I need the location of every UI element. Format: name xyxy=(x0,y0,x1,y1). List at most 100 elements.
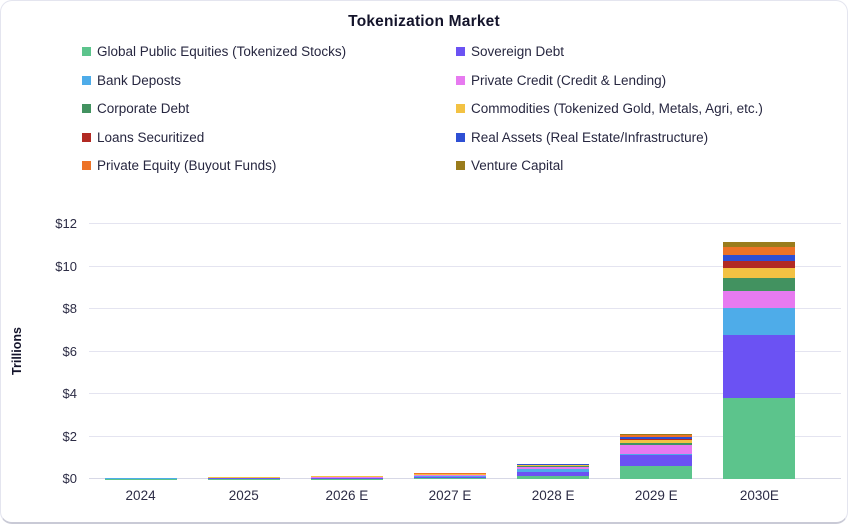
bar-segment xyxy=(310,476,383,477)
stacked-bar-2028e xyxy=(517,463,590,479)
y-tick-label: $12 xyxy=(55,216,77,231)
bar-segment xyxy=(620,439,693,443)
bar-segment xyxy=(517,466,590,467)
bar-segment xyxy=(620,453,693,455)
bar-slot xyxy=(708,224,811,479)
bar-segment xyxy=(620,445,693,454)
bar-segment xyxy=(517,465,590,467)
bar-segment xyxy=(620,442,693,446)
bar-segment xyxy=(620,436,693,439)
y-tick-label: $0 xyxy=(62,471,77,486)
legend-label: Loans Securitized xyxy=(97,129,205,145)
legend-item: Bank Deposts xyxy=(82,72,456,89)
x-tick-label: 2027 E xyxy=(428,488,472,503)
stacked-bar-2025 xyxy=(207,477,280,479)
x-tick-label: 2026 E xyxy=(325,488,369,503)
gridline xyxy=(89,393,841,394)
bar-segment xyxy=(517,469,590,472)
legend-swatch-icon xyxy=(82,132,91,142)
legend-swatch-icon xyxy=(456,132,465,142)
gridline xyxy=(89,308,841,309)
bar-slot xyxy=(192,224,295,479)
legend-item: Sovereign Debt xyxy=(456,43,763,60)
legend-swatch-icon xyxy=(82,47,91,56)
bar-segment xyxy=(723,398,796,479)
bar-segment xyxy=(620,466,693,479)
bar-segment xyxy=(723,247,796,255)
legend-swatch-icon xyxy=(456,47,465,56)
bar-segment xyxy=(620,434,693,436)
x-tick-label: 2029 E xyxy=(634,488,678,503)
legend-label: Corporate Debt xyxy=(97,101,190,116)
bar-segment xyxy=(723,290,796,308)
bar-slot xyxy=(398,224,501,479)
bar-slot xyxy=(605,224,708,479)
bar-segment xyxy=(413,475,486,477)
bar-segment xyxy=(723,254,796,262)
x-tick-label: 2024 xyxy=(125,488,156,503)
x-tick-label: 2025 xyxy=(228,488,259,503)
bar-segment xyxy=(723,307,796,335)
legend-label: Venture Capital xyxy=(471,158,564,173)
y-tick-label: $6 xyxy=(62,343,77,359)
gridline xyxy=(89,265,841,267)
y-tick-label: $2 xyxy=(62,428,77,444)
legend-label: Commodities (Tokenized Gold, Metals, Agr… xyxy=(471,101,763,116)
x-axis-tick-labels: 2024 2025 2026 E 2027 E 2028 E 2029 E 2030E xyxy=(89,488,811,503)
bar-segment xyxy=(207,477,280,478)
legend-item: Loans Securitized xyxy=(82,129,456,146)
bar-segment xyxy=(413,478,486,479)
x-tick-label: 2030E xyxy=(739,488,779,503)
gridline xyxy=(89,223,841,224)
bar-slot xyxy=(89,224,192,479)
bar-segment xyxy=(723,242,796,248)
bar-segment xyxy=(723,261,796,268)
bars-area xyxy=(89,224,811,479)
legend-item: Global Public Equities (Tokenized Stocks… xyxy=(82,43,456,60)
chart-title: Tokenization Market xyxy=(348,13,500,30)
bar-segment xyxy=(413,473,486,475)
legend-swatch-icon xyxy=(456,104,465,113)
stacked-bar-2027e xyxy=(413,473,486,479)
bar-segment xyxy=(310,476,383,478)
legend-item: Private Credit (Credit & Lending) xyxy=(456,72,763,89)
bar-segment xyxy=(620,454,693,467)
legend-label: Sovereign Debt xyxy=(471,44,565,59)
legend-label: Bank Deposts xyxy=(97,72,182,88)
stacked-bar-2029e xyxy=(620,434,693,479)
legend-item: Venture Capital xyxy=(456,157,763,174)
bar-segment xyxy=(517,471,590,476)
stacked-bar-2024 xyxy=(104,477,177,479)
legend-swatch-icon xyxy=(82,75,91,85)
bar-segment xyxy=(723,267,796,279)
bar-segment xyxy=(723,334,796,399)
legend: Global Public Equities (Tokenized Stocks… xyxy=(82,43,763,174)
legend-item: Corporate Debt xyxy=(82,100,456,117)
gridline xyxy=(89,350,841,352)
bar-segment xyxy=(310,477,383,479)
legend-swatch-icon xyxy=(456,161,465,170)
x-tick-label: 2028 E xyxy=(531,488,575,503)
y-tick-label: $4 xyxy=(62,386,77,401)
plot-area xyxy=(89,223,841,479)
legend-swatch-icon xyxy=(456,75,465,85)
legend-swatch-icon xyxy=(82,161,91,170)
legend-label: Private Credit (Credit & Lending) xyxy=(471,72,667,88)
bar-segment xyxy=(620,438,693,440)
bar-segment xyxy=(517,475,590,479)
legend-item: Real Assets (Real Estate/Infrastructure) xyxy=(456,129,763,146)
gridline xyxy=(89,435,841,437)
bar-segment xyxy=(723,278,796,291)
y-tick-label: $10 xyxy=(55,258,77,274)
legend-item: Commodities (Tokenized Gold, Metals, Agr… xyxy=(456,100,763,117)
bar-segment xyxy=(517,466,590,470)
bar-segment xyxy=(620,435,693,437)
stacked-bar-2030e xyxy=(723,242,796,479)
bar-slot xyxy=(295,224,398,479)
legend-swatch-icon xyxy=(82,104,91,113)
legend-label: Real Assets (Real Estate/Infrastructure) xyxy=(471,129,709,145)
legend-item: Private Equity (Buyout Funds) xyxy=(82,157,456,174)
bar-slot xyxy=(502,224,605,479)
bar-segment xyxy=(413,476,486,479)
